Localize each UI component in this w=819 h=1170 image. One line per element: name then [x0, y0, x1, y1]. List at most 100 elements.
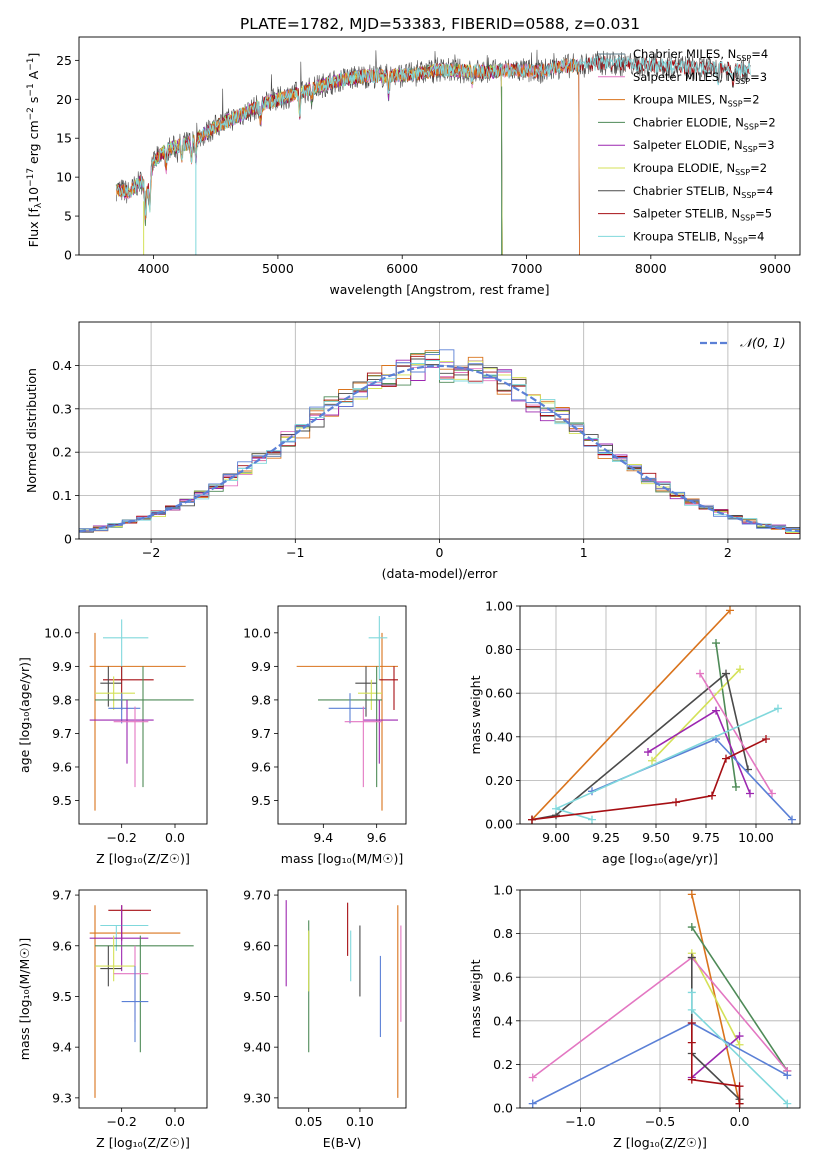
legend-nssp-value: 2	[768, 115, 775, 129]
legend-eq: =	[756, 184, 766, 198]
weight-vs-age-plot: 9.00 9.25 9.50 9.75 10.00 0.00 0.20 0.40 0.60 0.8…	[468, 599, 801, 866]
legend-nssp-sub: SSP	[740, 214, 755, 223]
x-tick-label: −1	[286, 545, 304, 560]
y-tick-label: 0.2	[493, 1057, 513, 1072]
weight-marker-ss	[708, 791, 716, 800]
legend-nssp-value: 3	[760, 70, 767, 84]
axes-frame	[78, 321, 801, 540]
weight-marker-ss	[735, 1082, 744, 1091]
x-axis-label: Z [log₁₀(Z/Z☉)]	[96, 851, 190, 866]
x-tick-label: 5000	[262, 261, 294, 276]
ticks: −0.2 0.0 9.3 9.4 9.5 9.6 9.7	[52, 888, 185, 1129]
weight-marker-ks	[687, 1005, 696, 1014]
legend-sep: ,	[728, 115, 735, 129]
weight-line-ce	[691, 926, 788, 1072]
legend-nssp-value: 3	[767, 138, 774, 152]
x-tick-label: −2	[142, 545, 160, 560]
x-tick-label: 0.0	[730, 1114, 750, 1129]
y-tick-label: 9.30	[243, 1090, 271, 1105]
y-tick-label: 0.6	[493, 970, 513, 985]
y-axis-label-part: ]	[26, 53, 41, 58]
plot-area	[79, 349, 800, 539]
legend-series-name: Salpeter MILES	[633, 70, 719, 84]
weight-marker-ce	[732, 782, 740, 791]
legend-series-name: Kroupa MILES	[633, 93, 712, 107]
legend-sep: ,	[727, 138, 734, 152]
weight-marker-ks	[552, 804, 560, 813]
weight-marker-se	[712, 706, 720, 715]
weight-marker-ke	[648, 756, 656, 765]
y-tick-label: 9.40	[243, 1040, 271, 1055]
x-tick-label: 9.50	[642, 830, 670, 845]
legend-nssp-prefix: N	[731, 207, 740, 221]
x-axis-label: E(B-V)	[323, 1135, 362, 1150]
weight-marker-se	[644, 748, 652, 757]
legend-nssp-sub: SSP	[735, 168, 750, 177]
y-axis-label: mass [log₁₀(M/M☉)]	[17, 938, 32, 1060]
y-axis-label-part: −1	[26, 83, 36, 96]
legend-entry: Chabrier MILES, NSSP=4	[633, 47, 768, 63]
y-tick-label: 9.4	[52, 1040, 72, 1055]
y-axis-label-part: 10	[26, 187, 41, 203]
legend-nssp-value: 2	[760, 161, 767, 175]
plot-area	[296, 616, 398, 811]
spectrum-line-ks	[115, 56, 751, 216]
y-tick-label: 25	[56, 53, 72, 68]
y-axis-label-part: A	[26, 70, 41, 83]
legend-series-name: Chabrier ELODIE	[633, 115, 728, 129]
x-axis-label: Z [log₁₀(Z/Z☉)]	[96, 1135, 190, 1150]
y-tick-label: 0.2	[52, 445, 72, 460]
x-tick-label: 6000	[386, 261, 418, 276]
weight-marker-ss	[687, 1038, 696, 1047]
grid	[520, 605, 800, 825]
legend-nssp-prefix: N	[733, 184, 742, 198]
weight-marker-ss	[735, 1099, 744, 1108]
y-tick-label: 9.3	[52, 1090, 72, 1105]
mass-vs-metallicity-plot: −0.2 0.0 9.3 9.4 9.5 9.6 9.7 Z [log₁₀(Z/Z☉)] mas…	[17, 888, 208, 1150]
ticks: −2 −1 0 1 2 0 0.1 0.2 0.3 0.4	[52, 358, 732, 560]
weight-line-ce	[715, 642, 737, 788]
weight-marker-km	[726, 606, 734, 615]
y-tick-label: 9.5	[52, 793, 72, 808]
weight-marker-ks	[588, 815, 596, 824]
legend-eq: =	[743, 93, 753, 107]
legend-nssp-prefix: N	[728, 47, 737, 61]
weight-marker-ks	[774, 704, 782, 713]
x-tick-label: −0.2	[106, 1114, 136, 1129]
weight-marker-blue	[528, 1099, 537, 1108]
weight-marker-ce	[687, 923, 696, 932]
x-tick-label: −0.5	[645, 1114, 675, 1129]
x-axis-label: Z [log₁₀(Z/Z☉)]	[613, 1135, 707, 1150]
weight-marker-cs	[687, 953, 696, 962]
gaussian-curve	[79, 364, 800, 533]
legend-nssp-sub: SSP	[741, 191, 756, 200]
y-axis-label-part: −1	[26, 58, 36, 71]
y-tick-label: 9.60	[243, 938, 271, 953]
axes-frame	[78, 605, 208, 825]
x-tick-label: −0.2	[106, 830, 136, 845]
y-tick-label: 0	[64, 248, 72, 263]
ticks: 9.4 9.6 9.5 9.6 9.7 9.8 9.9 10.0	[243, 625, 386, 845]
age-vs-mass-plot: 9.4 9.6 9.5 9.6 9.7 9.8 9.9 10.0 mass [log₁₀(M/M…	[243, 605, 407, 866]
x-axis-label: wavelength [Angstrom, rest frame]	[329, 282, 549, 297]
legend-nssp-value: 4	[761, 47, 768, 61]
axes-frame	[519, 605, 801, 825]
weight-marker-sm	[528, 1073, 537, 1082]
y-axis-label: mass weight	[468, 959, 483, 1038]
y-axis-label-part: s	[26, 97, 41, 108]
legend-nssp-prefix: N	[719, 93, 728, 107]
weight-line-ke	[691, 952, 741, 1046]
y-tick-label: 9.70	[243, 888, 271, 903]
weight-marker-ks	[783, 1099, 792, 1108]
y-tick-label: 0.00	[485, 817, 513, 832]
axes-frame	[78, 889, 208, 1109]
y-tick-label: 9.7	[251, 726, 271, 741]
legend-sep: ,	[712, 93, 719, 107]
weight-marker-blue	[788, 815, 796, 824]
legend-entry: Kroupa STELIB, NSSP=4	[633, 229, 765, 245]
ticks: −0.2 0.0 9.5 9.6 9.7 9.8 9.9 10.0	[44, 625, 185, 845]
figure-title: PLATE=1782, MJD=53383, FIBERID=0588, z=0…	[240, 15, 640, 33]
x-axis-label: (data-model)/error	[382, 566, 499, 581]
